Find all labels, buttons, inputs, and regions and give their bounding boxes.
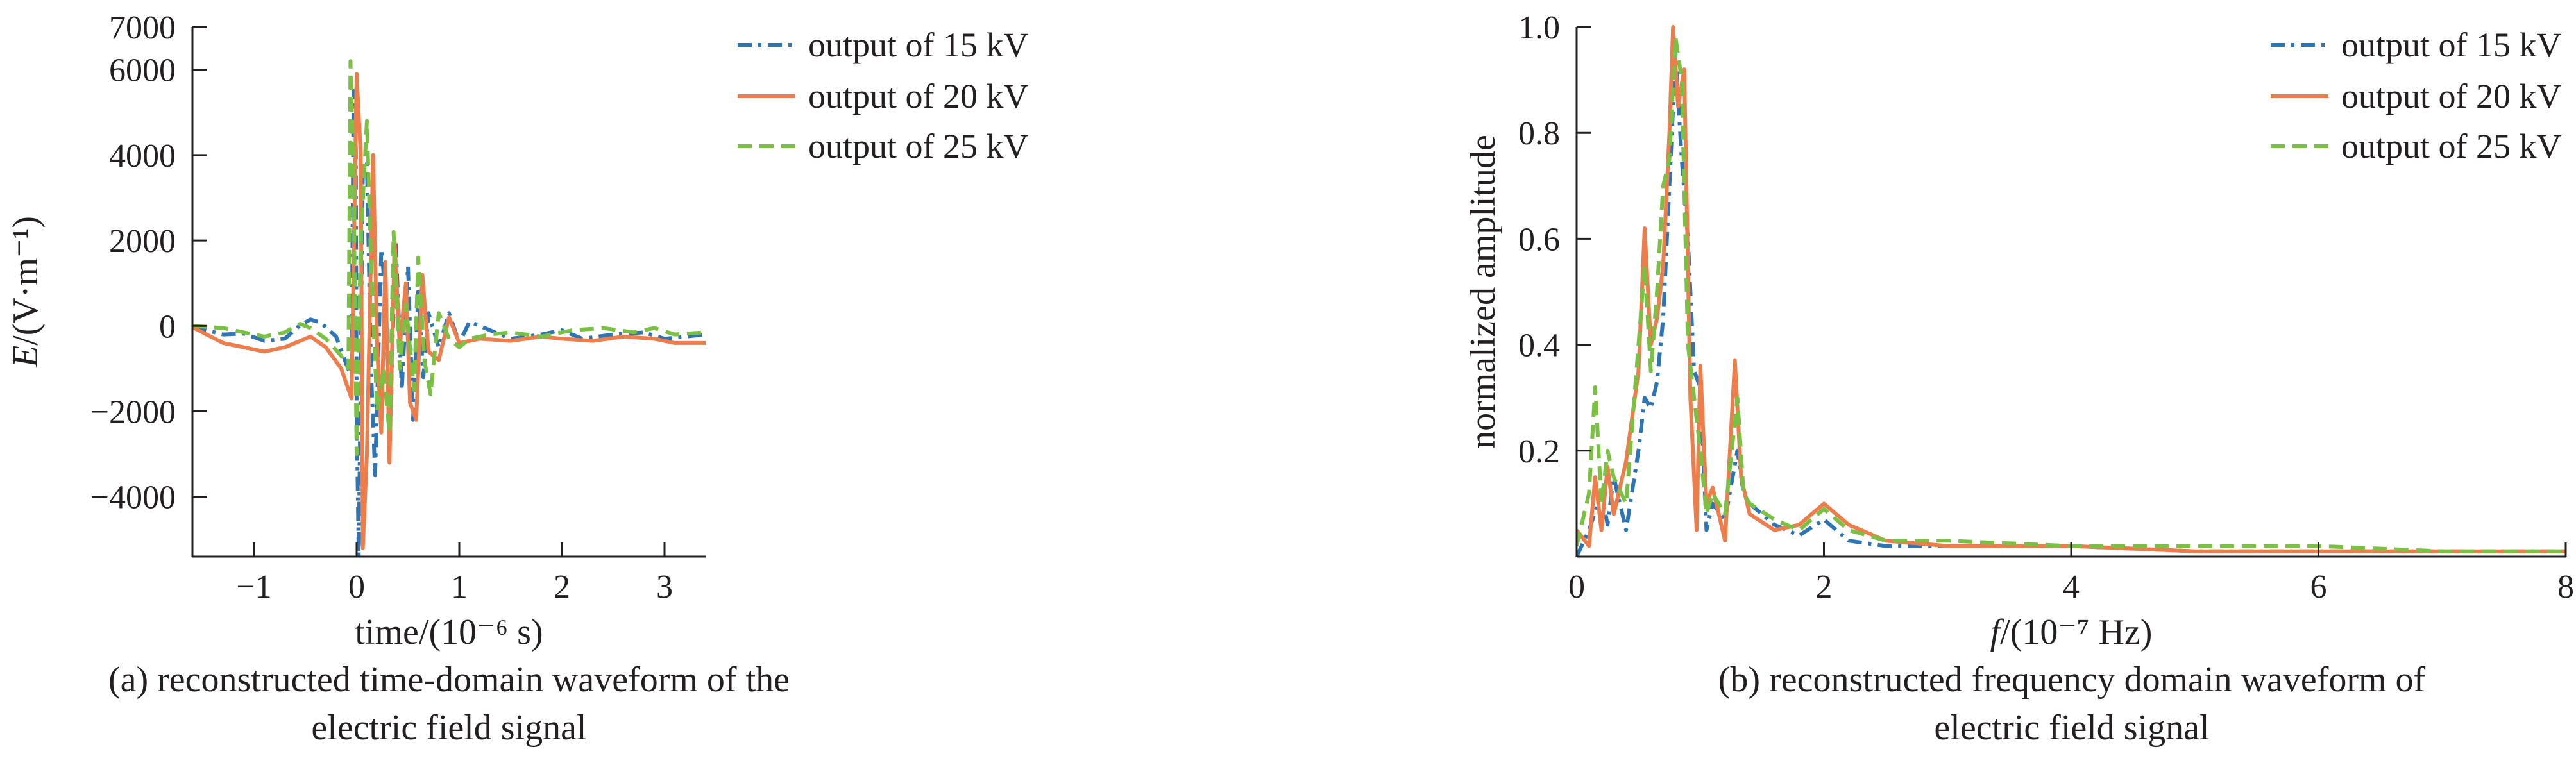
y-tick-label: −4000 <box>90 480 176 516</box>
legend-entry-3: output of 25 kV <box>2341 127 2562 165</box>
x-tick-label: 1 <box>451 569 468 605</box>
series-group <box>1577 25 2566 557</box>
y-tick-label: 6000 <box>109 53 176 89</box>
chart-frequency-domain: 1.0 0.8 0.6 0.4 0.2 0 2 4 6 8 f/(10⁻⁷ Hz) normalize… <box>1463 10 2574 748</box>
y-tick-label: 2000 <box>109 223 176 260</box>
y-tick-label: 0 <box>159 308 176 345</box>
series-line-3 <box>1577 35 2566 553</box>
x-axis-label: time/(10⁻⁶ s) <box>355 612 543 652</box>
y-tick-label: 0.2 <box>1518 433 1560 470</box>
series-line-1 <box>1577 51 2566 557</box>
y-tick-label: 4000 <box>109 138 176 174</box>
legend-entry-1: output of 15 kV <box>2341 26 2562 64</box>
y-axis-label: normalized amplitude <box>1463 135 1503 449</box>
x-tick-label: 2 <box>1816 569 1833 605</box>
y-tick-label: 7000 <box>109 10 176 46</box>
x-tick-label: 6 <box>2310 569 2327 605</box>
legend-entry-3: output of 25 kV <box>808 127 1029 165</box>
y-tick-label: 0.4 <box>1518 328 1560 364</box>
x-tick-label: 2 <box>554 569 570 605</box>
x-tick-label: 0 <box>348 569 365 605</box>
x-axis-label: f/(10⁻⁷ Hz) <box>1990 612 2153 652</box>
series-line-3 <box>192 59 706 457</box>
caption-line-2: electric field signal <box>311 708 586 748</box>
y-tick-label: 1.0 <box>1518 10 1560 46</box>
y-tick-label: 0.8 <box>1518 115 1560 152</box>
legend-entry-2: output of 20 kV <box>808 77 1029 115</box>
caption-line-2: electric field signal <box>1934 708 2209 748</box>
caption-line-1: (a) reconstructed time-domain waveform o… <box>108 660 790 700</box>
x-tick-label: −1 <box>236 569 271 605</box>
y-tick-label: −2000 <box>90 394 176 431</box>
x-tick-label: 4 <box>2063 569 2080 605</box>
legend-entry-1: output of 15 kV <box>808 26 1029 64</box>
y-tick-label: 0.6 <box>1518 221 1560 258</box>
chart-time-domain: 7000 6000 4000 2000 0 −2000 −4000 −1 0 1 2 3 time/(1… <box>6 10 1029 748</box>
series-line-2 <box>192 72 706 550</box>
legend-entry-2: output of 20 kV <box>2341 77 2562 115</box>
x-tick-label: 0 <box>1568 569 1585 605</box>
series-group <box>192 59 706 557</box>
x-tick-label: 8 <box>2557 569 2574 605</box>
caption-line-1: (b) reconstructed frequency domain wavef… <box>1718 660 2426 700</box>
x-tick-label: 3 <box>656 569 673 605</box>
y-axis-label: E/(V·m⁻¹) <box>6 216 46 368</box>
